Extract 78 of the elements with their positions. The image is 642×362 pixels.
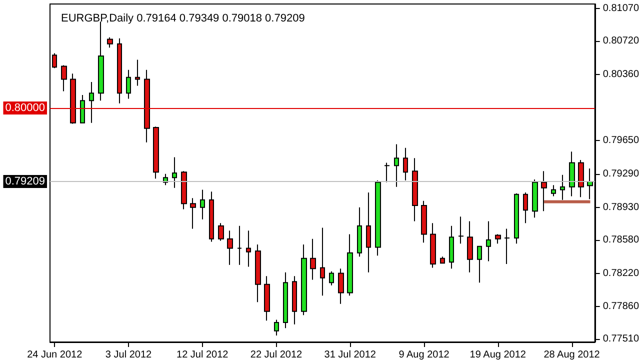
candlestick — [366, 192, 371, 273]
candlestick — [477, 246, 482, 284]
candlestick — [117, 38, 122, 104]
x-tick-label: 22 Jul 2012 — [250, 350, 303, 360]
x-tick-label: 24 Jun 2012 — [27, 350, 83, 360]
candlestick — [329, 270, 334, 286]
candlestick — [375, 180, 381, 256]
candlestick — [144, 69, 150, 143]
candlestick — [70, 73, 76, 124]
x-tick-label: 3 Jul 2012 — [105, 350, 152, 360]
candlestick — [384, 162, 390, 183]
candlestick — [237, 225, 242, 266]
candlestick — [200, 189, 205, 220]
x-tick-label: 12 Jul 2012 — [176, 350, 229, 360]
candlestick — [569, 151, 575, 197]
y-tick-label: 0.79650 — [602, 135, 640, 146]
candlestick — [357, 206, 362, 258]
candlestick — [209, 191, 214, 242]
candlestick — [218, 222, 224, 242]
candlestick — [514, 192, 519, 244]
ref-line-label: 0.80000 — [5, 102, 45, 114]
candlestick — [541, 170, 547, 212]
candlestick — [338, 268, 344, 304]
candlestick — [394, 144, 399, 188]
y-tick-label: 0.77860 — [602, 301, 640, 312]
y-tick-label: 0.80360 — [602, 69, 640, 80]
y-tick-label: 0.78580 — [602, 234, 640, 246]
candlestick — [246, 230, 251, 268]
candlestick — [458, 216, 464, 244]
candlestick — [560, 174, 565, 200]
candlestick — [181, 170, 187, 210]
ref-line-label: 0.79209 — [5, 175, 45, 188]
x-tick-label: 9 Aug 2012 — [398, 350, 450, 360]
candlestick — [440, 256, 445, 264]
candlestick — [310, 238, 316, 280]
candlestick — [264, 276, 270, 322]
candlestick — [347, 234, 353, 296]
candlestick — [135, 59, 140, 86]
candlestick — [532, 179, 538, 218]
candlestick — [283, 272, 288, 329]
candlestick — [421, 200, 427, 244]
candlestick — [61, 64, 67, 92]
candlestick — [467, 220, 473, 273]
candlestick — [153, 126, 159, 180]
candlestick — [320, 227, 325, 296]
candlestick — [486, 220, 491, 262]
candlestick — [292, 276, 297, 325]
candlestick — [587, 168, 593, 200]
y-tick-label: 0.77510 — [602, 334, 640, 345]
candlestick — [430, 222, 436, 268]
y-tick-label: 0.81070 — [602, 3, 640, 14]
candlestick — [89, 82, 94, 124]
candlestick — [190, 198, 196, 230]
candlestick — [227, 230, 233, 266]
x-tick-label: 28 Aug 2012 — [544, 350, 600, 360]
candlestick — [495, 234, 501, 244]
text: EURGBP,Daily 0.79164 0.79349 0.79018 0.79209 — [61, 12, 305, 24]
candlestick — [578, 160, 584, 198]
x-tick-label: 31 Jul 2012 — [324, 350, 376, 360]
y-tick-label: 0.78220 — [602, 268, 640, 279]
candlestick — [504, 228, 510, 264]
candlestick — [52, 52, 57, 69]
y-tick-label: 0.80720 — [602, 36, 640, 47]
candlestick — [412, 158, 418, 222]
candlestick — [107, 36, 113, 48]
y-tick-label: 0.79290 — [602, 168, 640, 180]
candlestick — [126, 69, 131, 100]
candlestick — [80, 94, 85, 124]
candlestick — [301, 244, 307, 316]
y-tick-label: 0.78930 — [602, 202, 640, 213]
candlestick — [274, 319, 279, 336]
x-tick-label: 19 Aug 2012 — [470, 350, 526, 360]
candlestick — [523, 192, 528, 224]
candlestick — [172, 156, 177, 188]
candlestick — [551, 184, 556, 197]
candlestick — [255, 244, 261, 303]
candlestick — [403, 147, 408, 181]
candlestick — [449, 225, 454, 270]
